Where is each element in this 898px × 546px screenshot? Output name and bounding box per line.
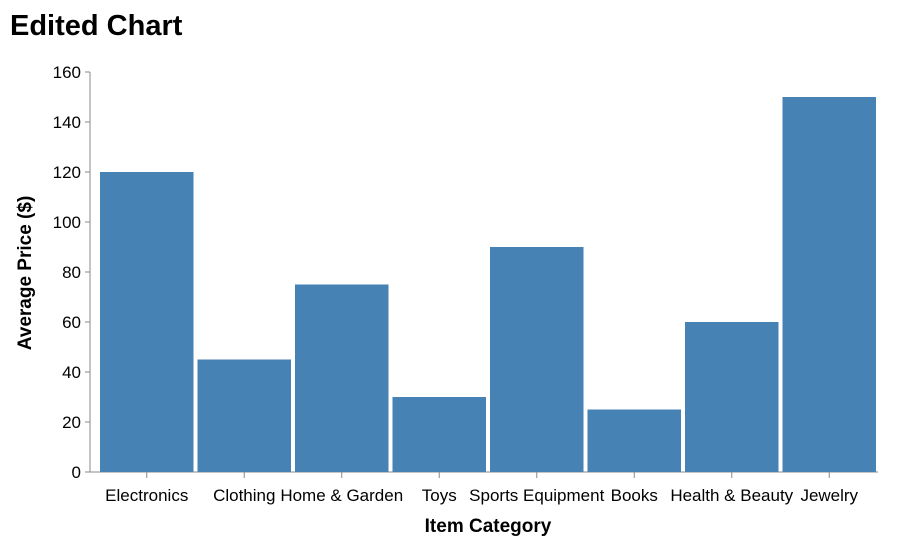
bar bbox=[295, 284, 389, 472]
chart-title: Edited Chart bbox=[10, 10, 183, 42]
y-axis: 0 20 40 60 80 100 120 140 160 bbox=[53, 63, 91, 482]
bar bbox=[587, 409, 681, 472]
x-tick-label: Sports Equipment bbox=[469, 486, 604, 505]
bars bbox=[100, 97, 876, 472]
bar bbox=[782, 97, 876, 472]
y-tick-label: 140 bbox=[53, 113, 81, 132]
y-axis-title: Average Price ($) bbox=[15, 196, 36, 351]
y-tick-label: 60 bbox=[62, 313, 81, 332]
y-tick-label: 80 bbox=[62, 263, 81, 282]
x-axis-title: Item Category bbox=[425, 516, 552, 537]
y-tick-label: 100 bbox=[53, 213, 81, 232]
bar bbox=[490, 247, 584, 472]
x-tick-label: Books bbox=[611, 486, 658, 505]
x-tick-label: Health & Beauty bbox=[670, 486, 793, 505]
bar bbox=[685, 322, 779, 472]
y-tick-label: 160 bbox=[53, 63, 81, 82]
bar bbox=[392, 397, 486, 472]
x-axis: Electronics Clothing Home & Garden Toys Spor… bbox=[90, 471, 878, 505]
y-tick-label: 120 bbox=[53, 163, 81, 182]
bar bbox=[100, 172, 194, 472]
x-tick-label: Home & Garden bbox=[280, 486, 403, 505]
x-tick-label: Jewelry bbox=[800, 486, 858, 505]
x-tick-label: Clothing bbox=[213, 486, 275, 505]
y-tick-label: 20 bbox=[62, 413, 81, 432]
y-tick-label: 0 bbox=[72, 463, 81, 482]
x-tick-label: Electronics bbox=[105, 486, 188, 505]
x-tick-label: Toys bbox=[422, 486, 457, 505]
y-tick-label: 40 bbox=[62, 363, 81, 382]
bar bbox=[197, 359, 291, 472]
